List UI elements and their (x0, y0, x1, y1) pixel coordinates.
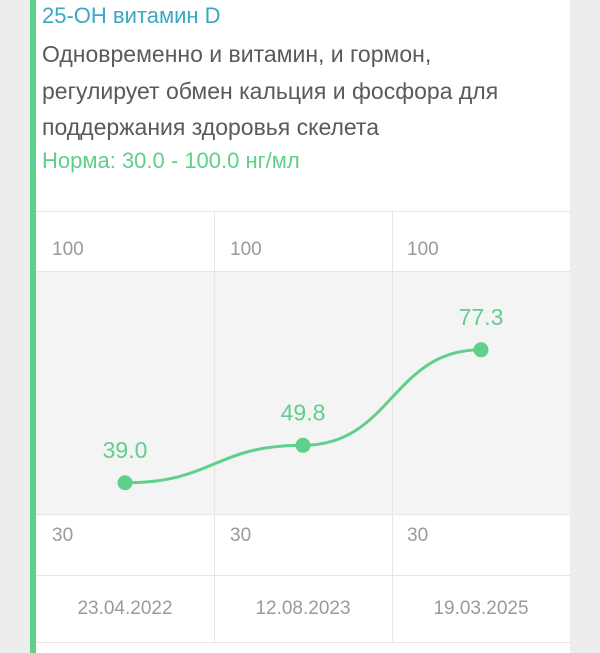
data-value-label: 77.3 (459, 304, 504, 330)
norm-range-band (36, 271, 570, 514)
grid-line (36, 514, 570, 515)
upper-limit-label: 100 (230, 239, 262, 260)
data-point[interactable] (117, 475, 133, 491)
grid-line (36, 271, 570, 272)
upper-limit-label: 100 (407, 239, 439, 260)
date-label: 12.08.2023 (255, 598, 351, 619)
data-value-label: 49.8 (281, 399, 326, 425)
grid-line (36, 211, 570, 212)
lower-limit-label: 30 (230, 525, 252, 546)
lower-limit-label: 30 (407, 525, 429, 546)
indicator-description: Одновременно и витамин, и гормон, регули… (42, 41, 499, 140)
grid-line (36, 575, 570, 576)
grid-line (36, 642, 570, 643)
upper-limit-label: 100 (52, 239, 84, 260)
grid-column-divider (392, 211, 393, 642)
results-chart: 100 100 100 30 30 30 23.04.2022 12.08.20… (36, 211, 570, 653)
data-point[interactable] (473, 342, 489, 358)
indicator-title: 25-OH витамин D (42, 3, 221, 28)
data-value-label: 39.0 (103, 437, 148, 463)
line-chart-svg: 39.0 49.8 77.3 (103, 304, 504, 491)
grid-column-divider (214, 211, 215, 642)
data-point[interactable] (295, 437, 311, 453)
lower-limit-label: 30 (52, 525, 74, 546)
date-label: 23.04.2022 (77, 598, 173, 619)
indicator-norm: Норма: 30.0 - 100.0 нг/мл (42, 148, 300, 173)
date-label: 19.03.2025 (433, 598, 529, 619)
